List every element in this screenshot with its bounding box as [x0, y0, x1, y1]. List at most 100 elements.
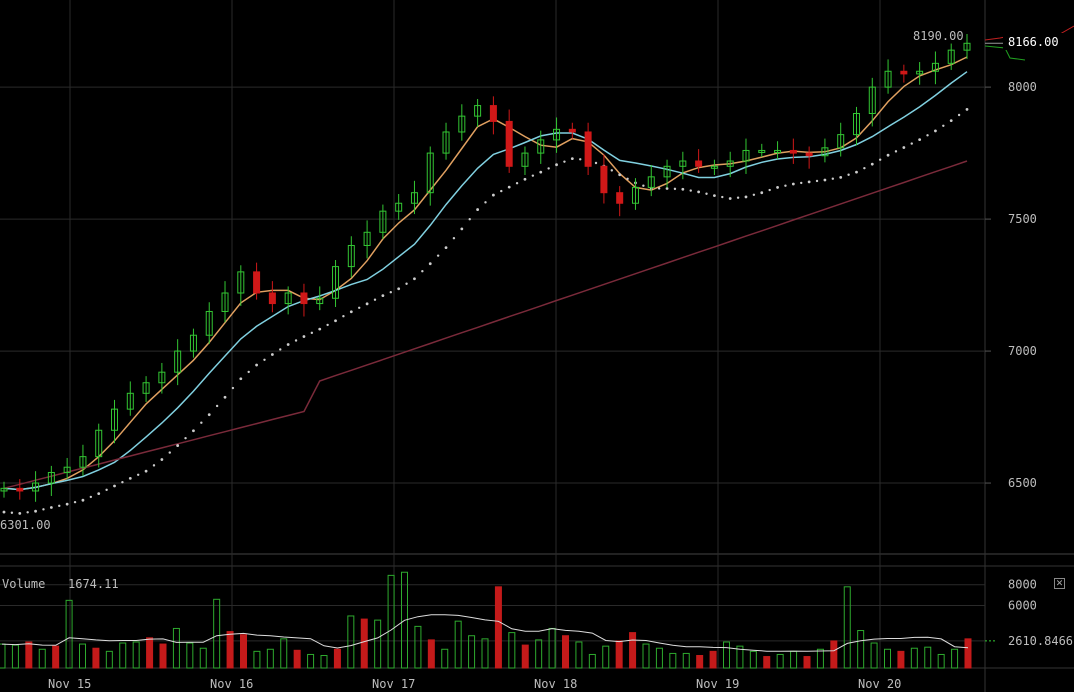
indicator-lines: [2, 25, 1074, 515]
volume-bar: [736, 645, 744, 669]
depth-line-green: [984, 45, 1026, 61]
sar-dot: [910, 142, 913, 145]
volume-bar: [38, 648, 46, 669]
sar-dot: [523, 177, 527, 181]
sar-dot: [476, 208, 480, 211]
volume-bar: [374, 619, 382, 669]
volume-bar: [213, 598, 221, 669]
volume-bar: [508, 632, 516, 669]
sar-dot: [894, 150, 898, 153]
volume-bar: [159, 643, 167, 669]
volume-bar: [521, 644, 529, 669]
axis-labels: Nov 15 Nov 16 Nov 17 Nov 18 Nov 19 Nov 20 6500…: [48, 80, 1037, 691]
volume-bar: [749, 650, 757, 669]
sar-dot: [563, 160, 566, 163]
sar-dot: [160, 458, 164, 461]
sar-dot: [744, 195, 748, 199]
candle-body: [884, 70, 892, 88]
moving-average-blue: [3, 71, 968, 491]
candle-body: [16, 487, 24, 492]
sar-dot: [539, 170, 543, 174]
candle-body: [584, 131, 592, 167]
sar-dot: [215, 404, 219, 408]
candle-body: [268, 292, 276, 305]
sar-dot: [255, 363, 258, 367]
sar-dot: [279, 348, 282, 351]
candle-body: [774, 149, 782, 153]
sar-dot: [760, 191, 764, 195]
sar-dot: [697, 190, 701, 194]
volume-bar: [307, 653, 315, 669]
sar-dot: [610, 169, 613, 172]
sar-dot: [113, 484, 116, 488]
candle-body: [442, 131, 450, 154]
volume-bar: [199, 647, 207, 669]
candle-body: [347, 244, 355, 268]
volume-bar: [347, 615, 355, 669]
candle-body: [679, 160, 687, 167]
volume-bar: [884, 648, 891, 669]
sar-dot: [713, 194, 716, 197]
candlesticks: [0, 34, 971, 502]
volume-bar: [414, 625, 422, 669]
volume-bar: [535, 639, 543, 669]
volume-value: 1674.11: [68, 577, 119, 591]
sar-dot: [594, 161, 598, 165]
sar-dot: [121, 480, 124, 484]
volume-bar: [401, 571, 408, 669]
sar-dot: [689, 189, 692, 192]
sar-dot: [10, 511, 14, 514]
candle-body: [158, 371, 166, 384]
candle-body: [916, 70, 924, 75]
sar-dot: [358, 306, 361, 309]
sar-dot: [547, 167, 550, 170]
sar-dot: [176, 444, 180, 447]
volume-bar: [830, 640, 838, 669]
volume-bar: [682, 652, 690, 669]
sar-dot: [26, 511, 29, 514]
volume-bar: [481, 638, 489, 669]
sar-dot: [81, 498, 85, 502]
sar-dot: [136, 473, 140, 476]
volume-bar: [172, 627, 180, 669]
close-volume-pane-icon[interactable]: ✕: [1054, 578, 1065, 589]
sar-dot: [878, 158, 882, 161]
price-tick-label: 6500: [1008, 476, 1037, 490]
sar-dot: [42, 508, 45, 511]
volume-average-label: 2610.8466: [1008, 634, 1073, 648]
candle-body: [821, 147, 829, 157]
volume-bar: [293, 649, 301, 669]
sar-dot: [318, 327, 322, 331]
volume-bar: [253, 650, 261, 669]
x-tick-label: Nov 15: [48, 677, 91, 691]
candle-body: [458, 115, 466, 133]
volume-bar: [387, 574, 395, 669]
volume-bars: [0, 571, 972, 669]
volume-tick-label: 8000: [1008, 578, 1037, 592]
sar-dot: [807, 180, 811, 184]
sar-dot: [310, 331, 314, 335]
sar-dot: [776, 186, 779, 189]
sar-dot: [168, 451, 171, 454]
sar-dot: [405, 282, 408, 285]
price-tick-label: 7500: [1008, 212, 1037, 226]
sar-dot: [484, 201, 487, 204]
volume-bar: [816, 648, 824, 669]
sar-dot: [18, 512, 22, 515]
sar-dot: [784, 184, 787, 187]
candle-body: [47, 471, 55, 484]
volume-title: Volume: [2, 577, 45, 591]
candle-body: [379, 210, 387, 233]
sar-dot: [886, 153, 890, 157]
candle-body: [568, 128, 576, 133]
volume-bar: [588, 653, 596, 669]
sar-dot: [452, 237, 456, 240]
candle-body: [837, 134, 845, 149]
candle-body: [553, 128, 561, 141]
candle-body: [0, 487, 8, 492]
candle-body: [631, 186, 639, 204]
volume-bar: [226, 631, 234, 669]
volume-bar: [468, 635, 476, 669]
volume-bar: [52, 645, 60, 669]
